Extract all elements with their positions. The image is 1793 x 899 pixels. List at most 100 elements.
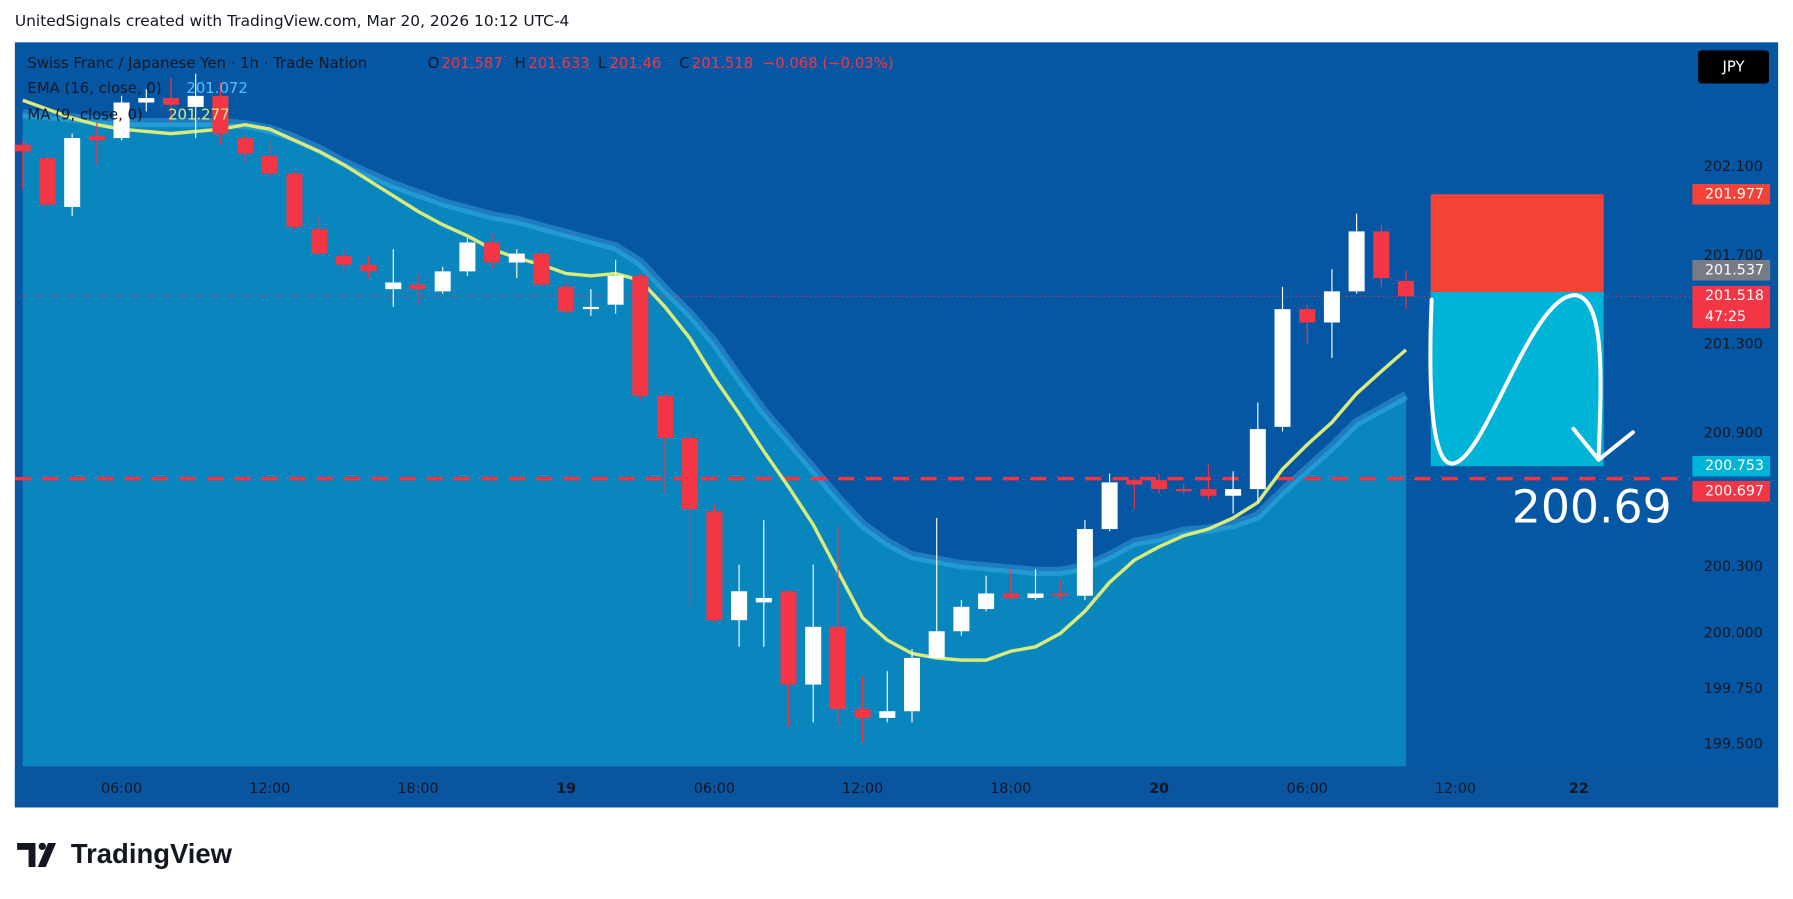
ema-legend-value: 201.072 <box>186 79 247 97</box>
price-tag <box>1692 481 1771 502</box>
candle-body <box>508 253 525 263</box>
candle-body <box>805 626 822 685</box>
price-tag <box>1692 259 1771 281</box>
price-tag-label: 200.753 <box>1705 458 1764 474</box>
candle-body <box>1175 489 1192 492</box>
candle-body <box>1200 489 1217 496</box>
high-label: H <box>515 54 526 72</box>
candle-body <box>1126 480 1143 485</box>
price-tag-label: 201.518 <box>1705 288 1764 304</box>
drawn-curve <box>1428 293 1603 466</box>
candle-body <box>1002 593 1019 598</box>
candle-body <box>64 138 81 207</box>
candle-body <box>39 158 56 205</box>
x-tick-label: 19 <box>556 781 576 797</box>
candle-body <box>1151 480 1168 490</box>
candle-body <box>681 437 698 510</box>
candle-body <box>607 275 624 305</box>
brand-logo <box>17 842 57 867</box>
stop-zone <box>1430 194 1604 293</box>
y-tick-label: 200.000 <box>1704 625 1763 641</box>
y-tick-label: 200.900 <box>1704 426 1763 442</box>
candle-body <box>1373 231 1390 279</box>
candle-body <box>829 626 846 710</box>
y-tick-label: 200.300 <box>1704 559 1763 575</box>
candle-body <box>879 711 896 718</box>
candle-body <box>1225 489 1242 496</box>
open-label: O <box>428 54 440 72</box>
price-tag <box>1692 455 1771 477</box>
candle-body <box>1323 291 1340 323</box>
candle-body <box>1398 280 1415 297</box>
candle-body <box>928 631 945 658</box>
price-tag-label: 200.697 <box>1705 483 1764 499</box>
price-tag-label: 201.977 <box>1705 186 1764 202</box>
y-tick-label: 199.750 <box>1704 681 1763 697</box>
candle-body <box>632 275 649 396</box>
candle-body <box>335 255 352 265</box>
price-tag <box>1692 285 1771 329</box>
candle-body <box>978 593 995 610</box>
candle-body <box>558 286 575 312</box>
brand: TradingView <box>71 838 233 869</box>
high-value: 201.633 <box>528 54 589 72</box>
y-tick-label: 201.700 <box>1704 248 1763 264</box>
candle-body <box>484 242 501 263</box>
y-tick-label: 199.500 <box>1704 737 1763 753</box>
candle-body <box>1076 529 1093 596</box>
price-tag-label: 201.537 <box>1705 262 1764 278</box>
close-value: 201.518 <box>692 54 753 72</box>
currency-label[interactable]: JPY <box>1721 57 1745 75</box>
candle-body <box>434 271 451 292</box>
candle-body <box>706 511 723 621</box>
candle-body <box>656 395 673 438</box>
x-tick-label: 12:00 <box>1435 781 1476 797</box>
candle-body <box>1101 482 1118 530</box>
candle-body <box>459 242 476 272</box>
candle-body <box>162 98 179 105</box>
candle-body <box>113 102 130 139</box>
candle-body <box>904 657 921 712</box>
x-tick-label: 12:00 <box>842 781 883 797</box>
candle-body <box>1249 429 1266 490</box>
candle-body <box>385 282 402 290</box>
candle-body <box>1027 593 1044 598</box>
y-tick-label: 202.100 <box>1704 159 1763 175</box>
target-zone <box>1430 292 1604 467</box>
symbol-title: Swiss Franc / Japanese Yen · 1h · Trade … <box>27 54 367 72</box>
logo-mark <box>37 842 57 867</box>
candle-body <box>360 264 377 272</box>
open-value: 201.587 <box>441 54 502 72</box>
candle-body <box>582 306 599 310</box>
drawn-arrowhead <box>1571 426 1635 462</box>
candle-body <box>1052 593 1069 596</box>
ma-legend-value: 201.277 <box>168 106 229 124</box>
low-value: 201.46 <box>609 54 661 72</box>
ma-line <box>22 98 1408 662</box>
countdown: 47:25 <box>1705 309 1746 325</box>
candle-body <box>731 591 748 621</box>
candle-body <box>286 173 303 227</box>
candle-body <box>1348 231 1365 292</box>
candle-body <box>261 155 278 174</box>
annotation: 200.69 <box>1512 480 1672 533</box>
candle-body <box>138 98 155 103</box>
low-label: L <box>598 54 607 72</box>
candle-body <box>237 138 254 154</box>
candle-body <box>953 606 970 632</box>
candle-body <box>1299 309 1316 323</box>
x-tick-label: 18:00 <box>397 781 438 797</box>
ema-legend: EMA (16, close, 0) <box>27 79 161 97</box>
price-tag <box>1692 183 1771 205</box>
x-tick-label: 06:00 <box>1287 781 1328 797</box>
plot: 200.69 202.100 201.700 201.300 200.900 200.30… <box>14 73 1779 808</box>
candle-body <box>212 95 229 134</box>
candle-body <box>409 284 426 290</box>
caption: UnitedSignals created with TradingView.c… <box>15 12 569 30</box>
y-tick-label: 201.300 <box>1704 337 1763 353</box>
logo-dot <box>38 842 46 851</box>
x-tick-label: 06:00 <box>694 781 735 797</box>
currency-button[interactable] <box>1698 50 1769 84</box>
close-label: C <box>679 54 689 72</box>
